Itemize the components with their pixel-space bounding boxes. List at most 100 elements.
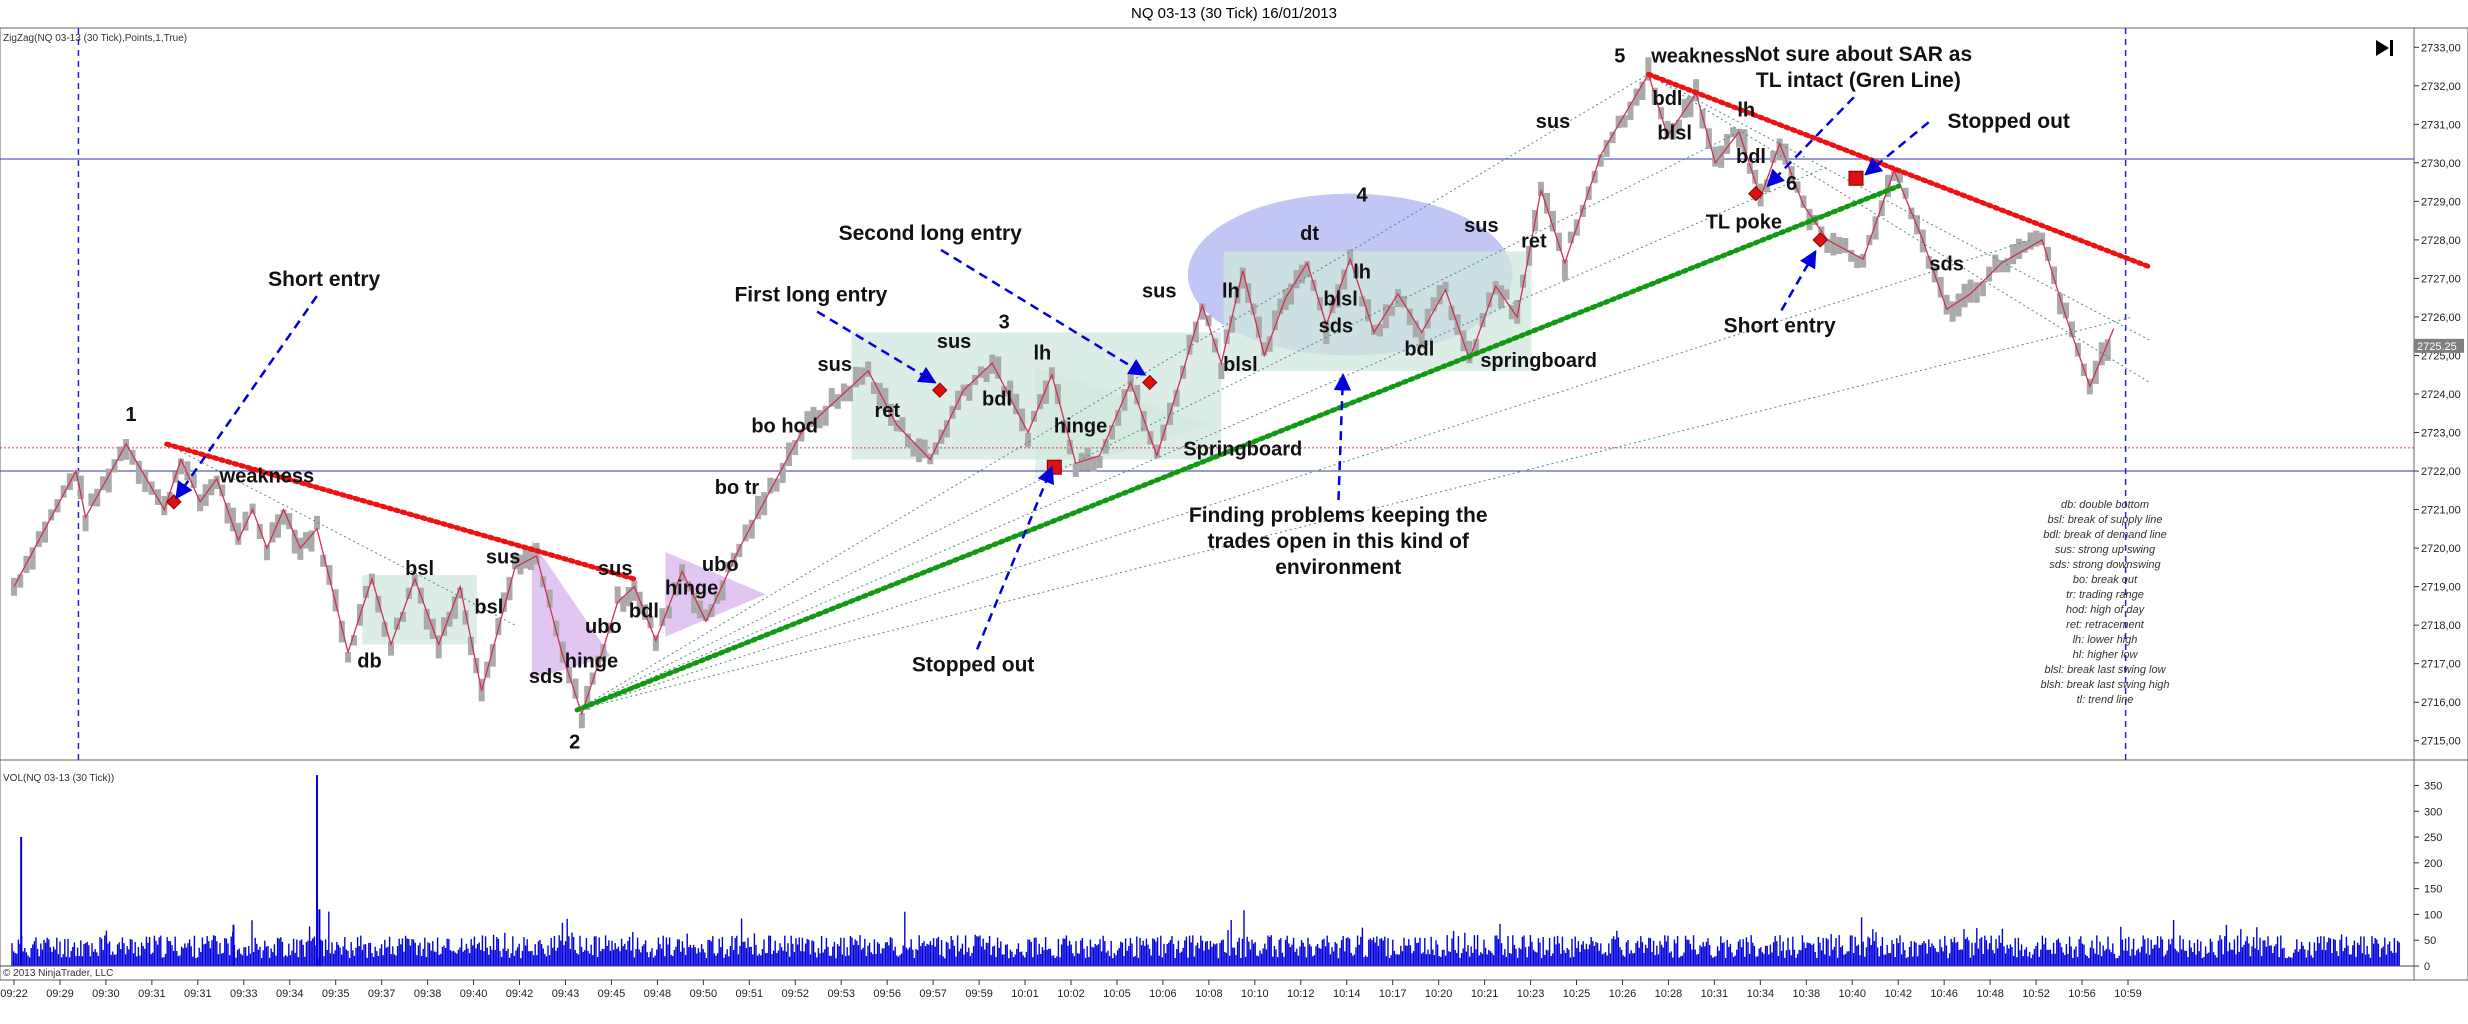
- price-bar: [1359, 296, 1366, 307]
- price-bar: [435, 635, 442, 659]
- price-bar: [1645, 57, 1652, 81]
- price-bar: [1718, 145, 1725, 168]
- price-bar: [82, 515, 89, 532]
- price-bar: [742, 524, 749, 542]
- price-bar: [441, 617, 448, 637]
- time-tick-label: 09:31: [138, 988, 166, 1000]
- time-tick-label: 09:42: [506, 988, 534, 1000]
- price-bar: [719, 580, 726, 601]
- time-tick-label: 10:26: [1609, 988, 1637, 1000]
- price-bar: [1365, 299, 1372, 322]
- price-bar: [882, 387, 889, 411]
- swing-label: 3: [999, 312, 1010, 334]
- price-bar: [467, 636, 474, 656]
- price-bar: [1436, 285, 1443, 305]
- price-bar: [320, 554, 327, 567]
- price-bar: [600, 644, 607, 662]
- annotation-text: trades open in this kind of: [1208, 530, 1470, 553]
- legend-line: bsl: break of supply line: [2048, 514, 2163, 526]
- price-bar: [161, 496, 168, 516]
- annotation-arrow: [1864, 121, 1930, 176]
- price-bar: [1925, 256, 1932, 269]
- price-bar: [546, 589, 553, 608]
- time-tick-label: 09:30: [92, 988, 120, 1000]
- price-tick-label: 2731,00: [2421, 119, 2461, 131]
- price-bar: [1382, 304, 1389, 329]
- swing-label: blsl: [1657, 123, 1691, 145]
- price-bar: [135, 460, 142, 484]
- time-tick-label: 10:56: [2068, 988, 2096, 1000]
- price-bar: [1896, 171, 1903, 183]
- price-bar: [865, 361, 872, 377]
- swing-label: 4: [1357, 184, 1369, 206]
- swing-label: db: [357, 651, 381, 673]
- price-bar: [142, 469, 149, 493]
- triangle-highlight: [531, 540, 611, 680]
- swing-label: ubo: [702, 554, 739, 576]
- price-bar: [798, 429, 805, 442]
- time-tick-label: 09:38: [414, 988, 442, 1000]
- swing-label: bsl: [474, 597, 503, 619]
- price-tick-label: 2723,00: [2421, 428, 2461, 440]
- price-bar: [446, 611, 453, 627]
- price-bar: [77, 475, 84, 500]
- swing-label: sds: [529, 666, 563, 688]
- price-bar: [691, 592, 698, 614]
- go-to-end-icon[interactable]: [2376, 40, 2393, 56]
- green-trendline: [574, 183, 1902, 713]
- price-bar: [345, 651, 352, 663]
- price-bar: [1670, 122, 1677, 140]
- swing-label: sus: [598, 558, 632, 580]
- price-bar: [614, 586, 621, 604]
- time-tick-label: 10:17: [1379, 988, 1407, 1000]
- price-bar: [1603, 140, 1610, 157]
- swing-label: hinge: [565, 651, 618, 673]
- price-bar: [1412, 320, 1419, 338]
- fan-line: [576, 166, 1828, 711]
- swing-label: sus: [937, 331, 971, 353]
- swing-label: sus: [818, 354, 852, 376]
- red-trendline: [164, 441, 637, 582]
- swing-label: 5: [1614, 46, 1625, 68]
- price-bar: [1096, 456, 1103, 469]
- price-bar: [48, 509, 55, 521]
- price-bar: [1341, 269, 1348, 290]
- price-bar: [1223, 329, 1230, 344]
- price-tick-label: 2717,00: [2421, 659, 2461, 671]
- swing-label: sus: [1464, 215, 1498, 237]
- price-bar: [572, 678, 579, 699]
- price-bar: [1192, 321, 1199, 342]
- price-bar: [1836, 236, 1843, 255]
- price-bar: [1782, 143, 1789, 165]
- last-price-tag: 2725.25: [2414, 338, 2464, 353]
- price-bar: [2098, 342, 2105, 366]
- time-tick-label: 10:02: [1057, 988, 1085, 1000]
- exit-square-marker: [1046, 459, 1062, 475]
- price-bar: [1555, 232, 1562, 251]
- legend-line: hod: high of day: [2066, 604, 2146, 616]
- swing-label: lh: [1737, 100, 1755, 122]
- annotation-text: Finding problems keeping the: [1189, 504, 1488, 527]
- price-bar: [1591, 170, 1598, 184]
- swing-label: 6: [1786, 173, 1797, 195]
- price-bar: [462, 610, 469, 625]
- swing-label: weakness: [1650, 46, 1746, 68]
- price-bar: [1406, 308, 1413, 326]
- price-bar: [2056, 293, 2063, 315]
- price-bar: [1394, 289, 1401, 308]
- price-bar: [1609, 131, 1616, 144]
- price-bar: [1508, 304, 1515, 320]
- swing-label: bdl: [1736, 146, 1766, 168]
- entry-markers: [166, 170, 1864, 510]
- price-bar: [88, 493, 95, 507]
- time-tick-label: 09:29: [46, 988, 74, 1000]
- price-bar: [1746, 162, 1753, 174]
- price-bar: [522, 545, 529, 569]
- price-bar: [99, 476, 106, 491]
- time-tick-label: 10:14: [1333, 988, 1361, 1000]
- price-bar: [1173, 389, 1180, 407]
- time-tick-label: 09:34: [276, 988, 304, 1000]
- annotation-arrow: [175, 295, 318, 500]
- exit-square-marker: [1848, 170, 1864, 186]
- price-bar: [636, 591, 643, 615]
